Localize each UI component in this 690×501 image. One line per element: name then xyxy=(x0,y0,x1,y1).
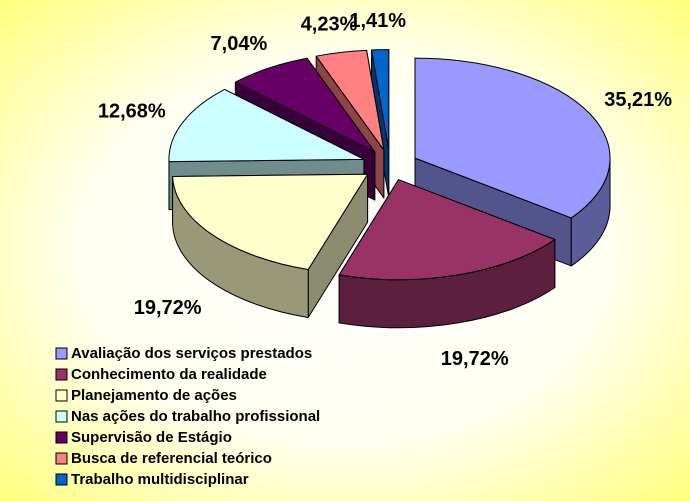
legend-swatch xyxy=(55,389,68,402)
legend-swatch xyxy=(55,452,68,465)
legend-label: Supervisão de Estágio xyxy=(71,429,232,446)
legend-label: Busca de referencial teórico xyxy=(71,450,272,467)
slice xyxy=(234,57,376,153)
legend-swatch xyxy=(55,473,68,486)
legend-label: Conhecimento da realidade xyxy=(71,366,267,383)
data-label: 7,04% xyxy=(211,33,268,55)
data-label: 19,72% xyxy=(134,297,202,319)
slice xyxy=(315,49,385,151)
slice xyxy=(172,173,369,270)
data-label: 19,72% xyxy=(441,348,509,370)
legend-swatch xyxy=(55,368,68,381)
data-label: 35,21% xyxy=(604,89,672,111)
legend-label: Avaliação dos serviços prestados xyxy=(71,345,312,362)
legend-label: Trabalho multidisciplinar xyxy=(71,471,249,488)
slice xyxy=(168,88,365,163)
legend-swatch xyxy=(55,410,68,423)
legend-label: Nas ações do trabalho profissional xyxy=(71,408,320,425)
slice xyxy=(371,49,390,151)
legend-swatch xyxy=(55,431,68,444)
data-label: 1,41% xyxy=(349,10,406,32)
data-label: 4,23% xyxy=(301,13,358,35)
slice xyxy=(414,57,611,219)
legend-swatch xyxy=(55,347,68,360)
slice xyxy=(338,179,556,281)
legend-label: Planejamento de ações xyxy=(71,387,237,404)
data-label: 12,68% xyxy=(98,101,166,123)
